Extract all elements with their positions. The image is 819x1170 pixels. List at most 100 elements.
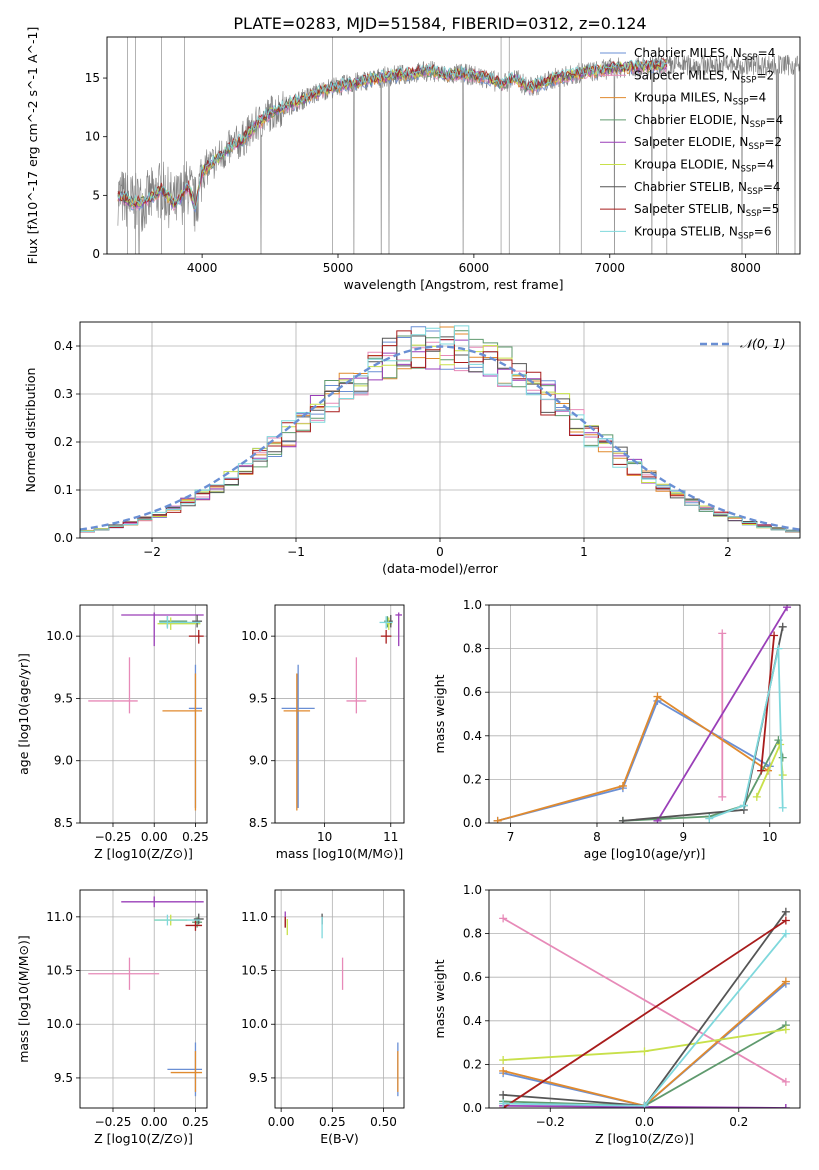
y-tick-label: 1.0: [463, 598, 482, 612]
y-axis-label: Normed distribution: [23, 368, 38, 493]
x-axis-label: Z [log10(Z/Z⊙)]: [94, 846, 193, 861]
plot-area: [493, 605, 792, 823]
y-tick-label: 9.0: [54, 754, 73, 768]
y-tick-label: 0.2: [463, 1057, 482, 1071]
normal-curve: [80, 345, 800, 531]
weight-marker: [499, 1056, 508, 1065]
x-axis-label: Z [log10(Z/Z⊙)]: [94, 1131, 193, 1146]
x-tick-label: 11: [383, 830, 398, 844]
y-tick-label: 0.4: [463, 1014, 482, 1028]
legend-label: Kroupa MILES, NSSP=4: [634, 91, 766, 108]
y-tick-label: 0.4: [463, 729, 482, 743]
weight-marker: [778, 803, 787, 812]
y-tick-label: 0.6: [463, 970, 482, 984]
weight-marker: [783, 605, 792, 612]
weight-marker: [781, 907, 790, 916]
y-tick-label: 8.5: [249, 816, 268, 830]
x-tick-label: 9: [680, 830, 688, 844]
axes-frame: [274, 889, 405, 1109]
weight-marker: [739, 801, 748, 810]
weight-marker: [653, 692, 662, 701]
x-tick-label: 8000: [730, 261, 761, 275]
x-tick-label: 0.0: [635, 1115, 654, 1129]
legend-label: Chabrier ELODIE, NSSP=4: [634, 113, 783, 130]
x-tick-label: 1: [580, 545, 588, 559]
axes-frame: [274, 604, 405, 824]
legend-label: Salpeter STELIB, NSSP=5: [634, 202, 779, 219]
y-tick-label: 0.0: [54, 531, 73, 545]
legend-label: Chabrier MILES, NSSP=4: [634, 46, 775, 63]
x-tick-label: 0.00: [268, 1115, 295, 1129]
legend-label: Salpeter MILES, NSSP=2: [634, 68, 774, 85]
y-axis-label: mass weight: [432, 674, 447, 753]
weight-marker: [718, 792, 727, 801]
weight-marker: [752, 792, 761, 801]
y-tick-label: 10.5: [241, 964, 268, 978]
weight-line: [760, 635, 775, 771]
y-axis-label: age [log10(age/yr)]: [16, 653, 31, 775]
histogram-steps: [80, 325, 800, 532]
weight-vs-age-panel: 7 8 9 10 0.0 0.2 0.4 0.6 0.8 1.0 age [log10(age/yr…: [432, 598, 801, 861]
y-axis-label: mass weight: [432, 959, 447, 1038]
y-tick-label: 0.6: [463, 685, 482, 699]
model-line: [117, 60, 667, 208]
y-tick-label: 10.0: [241, 1017, 268, 1031]
x-axis-label: mass [log10(M/M⊙)]: [276, 846, 404, 861]
y-tick-label: 9.5: [54, 691, 73, 705]
plot-area: [281, 612, 403, 811]
figure-title: PLATE=0283, MJD=51584, FIBERID=0312, z=0…: [233, 14, 646, 33]
weight-marker: [705, 814, 714, 823]
weight-marker: [718, 629, 727, 638]
x-tick-label: 0: [436, 545, 444, 559]
x-tick-label: 2: [724, 545, 732, 559]
y-tick-label: 10.0: [241, 629, 268, 643]
weight-marker: [493, 816, 502, 823]
x-tick-label: 0.25: [182, 830, 209, 844]
axes-frame: [488, 604, 801, 824]
weight-marker: [781, 916, 790, 925]
y-tick-label: 0.4: [54, 339, 73, 353]
x-tick-label: 10: [762, 830, 777, 844]
x-axis-label: (data-model)/error: [382, 561, 499, 576]
y-tick-label: 10.0: [46, 629, 73, 643]
axes-frame: [79, 604, 208, 824]
x-tick-label: 0.2: [729, 1115, 748, 1129]
x-tick-label: −0.25: [95, 1115, 132, 1129]
weight-line: [708, 648, 784, 820]
mass-vs-Z-panel: −0.25 0.00 0.25 9.5 10.0 10.5 11.0 Z [log10(Z/Z…: [16, 889, 209, 1146]
weight-marker: [778, 622, 787, 631]
weight-marker: [499, 914, 508, 923]
weight-marker: [781, 929, 790, 938]
y-tick-label: 0.2: [463, 772, 482, 786]
weight-marker: [618, 781, 627, 790]
x-tick-label: 7000: [594, 261, 625, 275]
y-tick-label: 15: [85, 71, 100, 85]
x-tick-label: 0.50: [370, 1115, 397, 1129]
age-vs-mass-panel: 10 11 8.5 9.0 9.5 10.0 mass [log10(M/M⊙)]: [241, 604, 405, 861]
mass-vs-ebv-panel: 0.00 0.25 0.50 9.5 10.0 10.5 11.0 E(B-V): [241, 889, 405, 1146]
histogram-steps: [80, 330, 800, 533]
x-tick-label: −0.2: [536, 1115, 565, 1129]
y-tick-label: 9.5: [249, 691, 268, 705]
x-tick-label: 7: [507, 830, 515, 844]
plot-area: [88, 612, 204, 811]
x-axis-label: E(B-V): [320, 1131, 359, 1146]
weight-line: [502, 917, 787, 1083]
weight-marker: [757, 766, 766, 775]
x-tick-label: 5000: [323, 261, 354, 275]
spectrum-panel: 4000 5000 6000 7000 8000 0 5 10 15 wavelength [An…: [25, 27, 801, 292]
spectrum-plot-area: [117, 37, 800, 254]
weight-marker: [781, 1104, 790, 1108]
weight-marker: [778, 753, 787, 762]
x-tick-label: 0.25: [182, 1115, 209, 1129]
y-axis-label: mass [log10(M/M⊙)]: [16, 935, 31, 1063]
x-tick-label: 4000: [187, 261, 218, 275]
y-axis-label: Flux [fλ10^-17 erg cm^-2 s^-1 A^-1]: [25, 27, 40, 265]
y-tick-label: 0.1: [54, 483, 73, 497]
y-tick-label: 9.0: [249, 754, 268, 768]
y-tick-label: 0: [92, 247, 100, 261]
weight-marker: [499, 1066, 508, 1075]
x-tick-label: 8: [593, 830, 601, 844]
axes-frame: [79, 889, 208, 1109]
